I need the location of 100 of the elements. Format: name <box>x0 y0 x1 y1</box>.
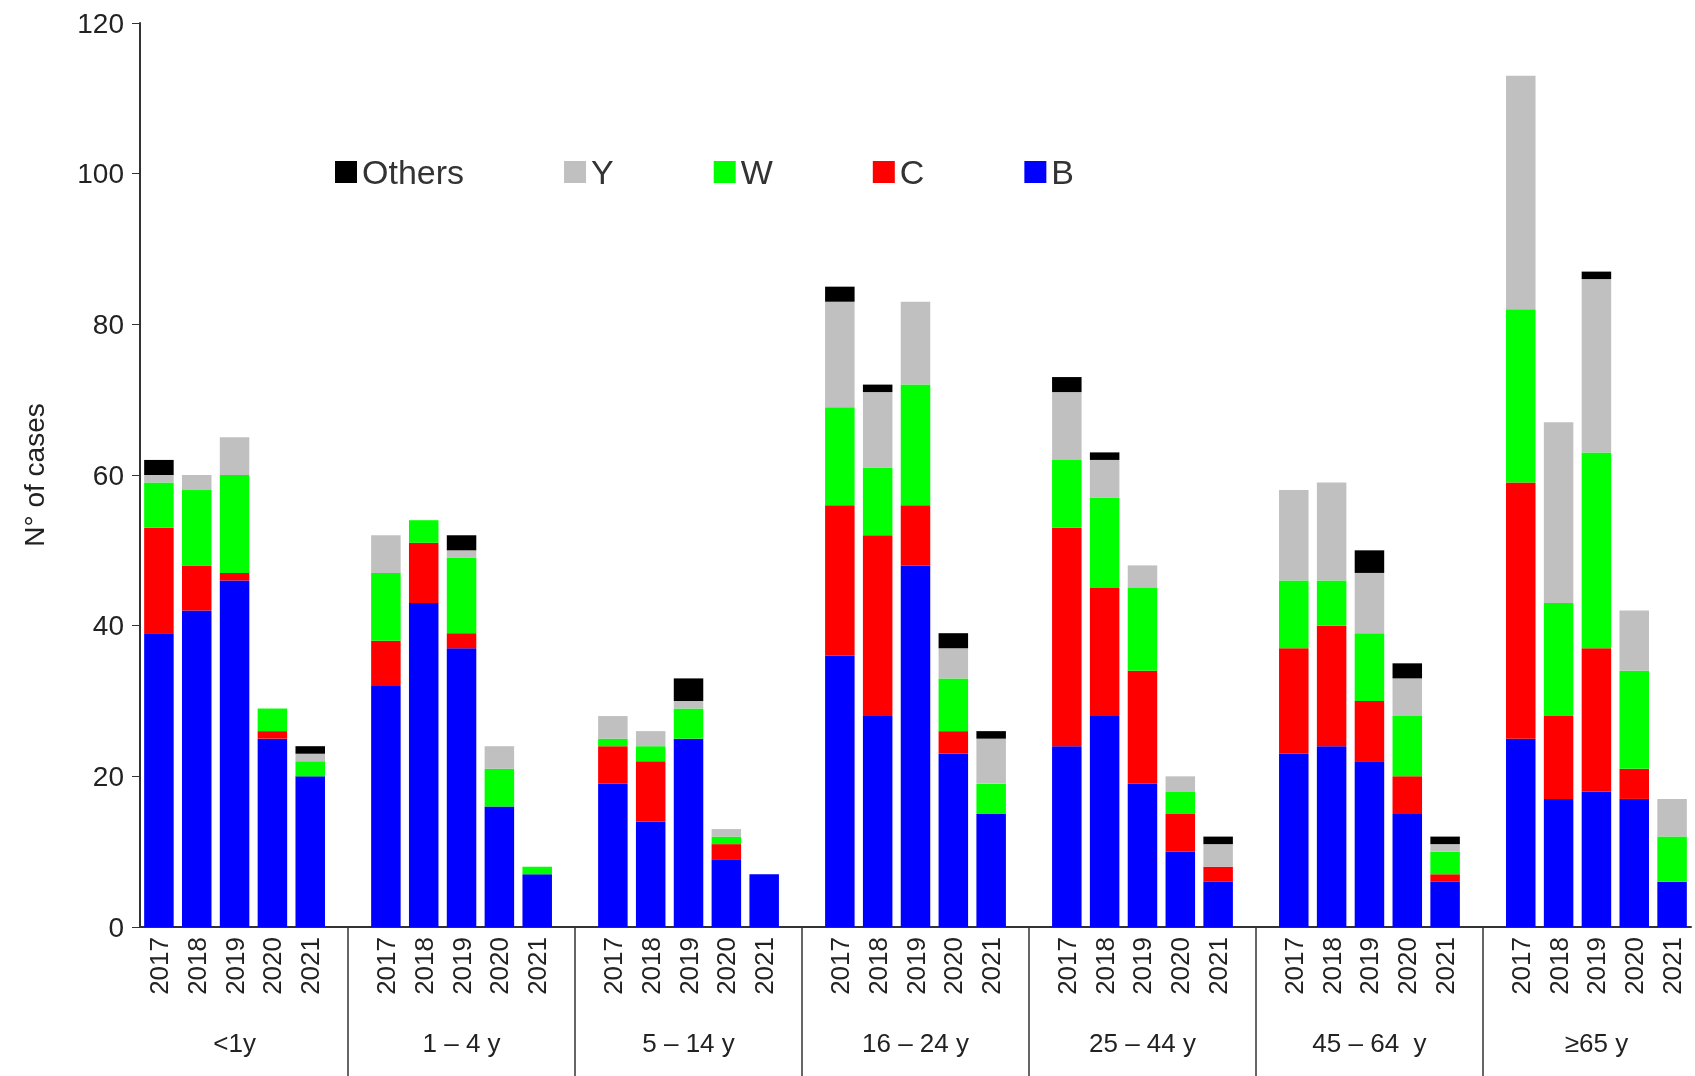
bar <box>1543 422 1574 604</box>
bar <box>1279 490 1309 581</box>
legend-label: C <box>899 153 925 191</box>
text: 25 – 44 y <box>1088 1028 1196 1058</box>
bar <box>1316 580 1347 626</box>
bar <box>1506 309 1536 483</box>
bar <box>1543 603 1574 717</box>
bar <box>1127 670 1158 784</box>
bar <box>598 746 628 784</box>
bar <box>1392 814 1423 927</box>
text: 5 – 14 y <box>642 1028 735 1058</box>
legend-label: W <box>740 153 773 191</box>
bar <box>1165 814 1196 852</box>
bar <box>635 761 666 822</box>
bar <box>711 829 742 837</box>
bar <box>181 610 212 927</box>
bar <box>711 844 742 860</box>
bar <box>938 633 969 649</box>
x-tick-label: 2021 <box>1430 937 1461 995</box>
x-tick-label: 2019 <box>900 937 931 995</box>
bar <box>711 836 742 845</box>
bar <box>522 866 552 875</box>
bar <box>1354 572 1385 634</box>
x-tick-label: 2020 <box>711 937 742 995</box>
bar <box>295 761 325 777</box>
bar <box>371 535 401 573</box>
bar <box>1354 550 1385 573</box>
bar <box>219 437 250 475</box>
bar <box>408 603 439 927</box>
bar <box>484 806 515 927</box>
bar <box>1165 851 1196 927</box>
bar <box>295 776 325 927</box>
bar <box>1581 791 1612 927</box>
bar <box>1581 271 1612 280</box>
bar <box>1203 881 1233 927</box>
x-tick-label: 2021 <box>1203 937 1234 995</box>
bar <box>1089 459 1120 498</box>
text: ≥65 y <box>1564 1028 1629 1058</box>
bar <box>1279 648 1309 754</box>
bar <box>1581 648 1612 792</box>
legend-label: B <box>1051 153 1075 191</box>
bar <box>862 535 893 717</box>
bar <box>825 505 855 656</box>
text: 45 – 64 y <box>1312 1028 1427 1058</box>
bar <box>976 738 1006 784</box>
x-tick-label: 2017 <box>370 937 401 995</box>
bar <box>1506 482 1536 739</box>
bar <box>938 731 969 754</box>
bar <box>1657 836 1687 882</box>
bar <box>825 286 855 302</box>
bar <box>976 783 1006 814</box>
x-tick-label: 2018 <box>635 937 666 995</box>
bar <box>1392 716 1423 777</box>
bar <box>900 565 931 927</box>
bar <box>1089 497 1120 588</box>
bar <box>862 716 893 927</box>
bar <box>144 459 174 475</box>
bar <box>1279 580 1309 649</box>
bar <box>1543 716 1574 799</box>
bar <box>1127 783 1158 927</box>
x-tick-label: 2019 <box>1127 937 1158 995</box>
bar <box>1506 738 1536 927</box>
x-tick-label: 2020 <box>938 937 969 995</box>
x-tick-label: 2021 <box>522 937 553 995</box>
x-tick-label: 2019 <box>1354 937 1385 995</box>
bar <box>219 580 250 927</box>
text: <1y <box>213 1028 256 1058</box>
x-tick-label: 2017 <box>1505 937 1536 995</box>
legend-label: Others <box>362 153 465 191</box>
bar <box>446 535 477 551</box>
bar <box>1619 670 1650 769</box>
bar <box>1392 776 1423 814</box>
bar <box>181 565 212 611</box>
bar <box>1392 678 1423 717</box>
bar <box>371 572 401 641</box>
bar <box>1089 716 1120 927</box>
bar <box>1203 866 1233 882</box>
bar <box>1354 701 1385 762</box>
x-tick-label: 2018 <box>862 937 893 995</box>
y-tick-label: 20 <box>92 760 124 792</box>
bar <box>1619 610 1650 671</box>
bar <box>862 467 893 536</box>
bar <box>408 520 439 543</box>
bar <box>598 783 628 927</box>
bar <box>1657 798 1687 837</box>
bar <box>1430 844 1460 852</box>
bar <box>522 874 552 927</box>
bar <box>1127 565 1158 588</box>
bar <box>862 392 893 468</box>
y-tick-label: 100 <box>77 158 124 190</box>
bar <box>1316 625 1347 747</box>
bar <box>295 753 325 762</box>
x-tick-label: 2019 <box>1581 937 1612 995</box>
bar <box>181 475 212 491</box>
x-tick-label: 2020 <box>1619 937 1650 995</box>
bar <box>484 768 515 807</box>
x-tick-label: 2017 <box>597 937 628 995</box>
bar <box>371 685 401 927</box>
bar <box>598 738 628 747</box>
bar <box>976 731 1006 739</box>
